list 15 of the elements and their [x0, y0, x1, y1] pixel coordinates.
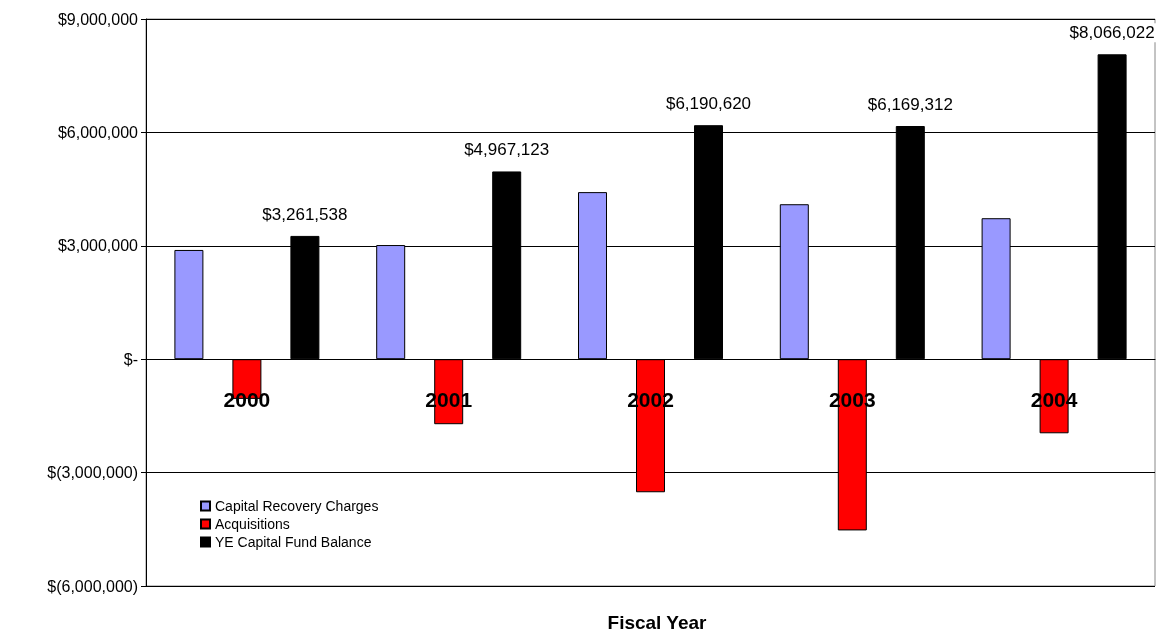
data-label: $6,169,312 — [867, 95, 953, 114]
y-tick-label: $(3,000,000) — [47, 464, 138, 482]
data-label: $3,261,538 — [262, 204, 348, 224]
y-tick-label: $3,000,000 — [57, 237, 139, 255]
y-tick-label: $- — [123, 350, 138, 368]
legend-label: YE Capital Fund Balance — [215, 534, 372, 550]
y-tick-label: $(6,000,000) — [47, 577, 138, 595]
data-label: $6,190,620 — [665, 94, 752, 114]
data-label: $8,066,022 — [1069, 23, 1155, 43]
legend-label: Acquisitions — [215, 516, 290, 532]
y-tick-label: $6,000,000 — [57, 123, 139, 141]
y-tick-label: $9,000,000 — [57, 10, 139, 28]
x-axis-title: Fiscal Year — [607, 612, 708, 633]
legend-label: Capital Recovery Charges — [215, 498, 379, 514]
data-label: $4,967,123 — [464, 140, 550, 160]
